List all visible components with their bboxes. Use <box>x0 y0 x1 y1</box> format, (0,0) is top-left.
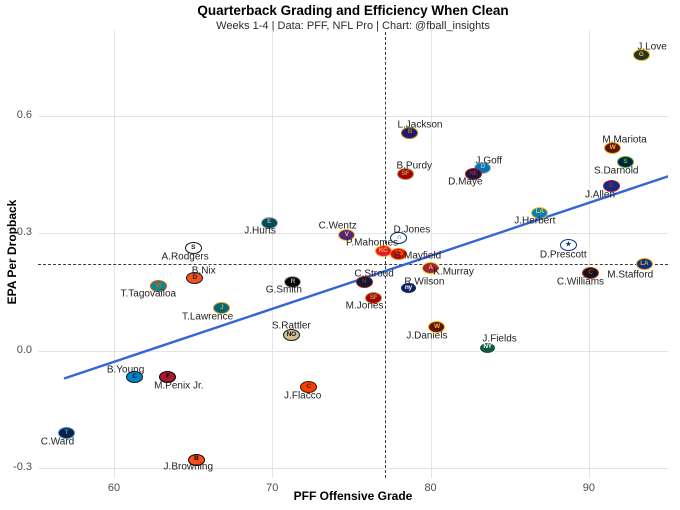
x-tick-label: 60 <box>107 482 121 494</box>
team-logo-nyj: NY <box>479 341 497 354</box>
y-gridline <box>38 350 668 352</box>
qb-label: J.Fields <box>482 333 517 345</box>
qb-label: J.Flacco <box>284 390 322 402</box>
x-tick-label: 80 <box>424 482 437 494</box>
qb-label: R.Wilson <box>404 276 445 288</box>
team-logo-jax: J <box>213 301 231 314</box>
team-logo-was: W <box>428 321 446 334</box>
qb-label: D.Maye <box>448 176 483 188</box>
qb-label: S.Rattler <box>271 320 311 332</box>
team-logo-nyg: ny <box>399 281 417 294</box>
x-gridline <box>113 30 115 478</box>
y-axis-title: EPA Per Dropback <box>5 199 19 305</box>
qb-label: P.Mahomes <box>346 237 399 249</box>
qb-label: T.Tagovailoa <box>120 288 177 300</box>
team-logo-det: D <box>474 161 492 174</box>
qb-label: B.Young <box>106 364 145 376</box>
qb-label: M.Mariota <box>602 134 647 146</box>
team-logo-dal: ★ <box>559 239 577 252</box>
y-tick-label: 0.6 <box>16 109 32 122</box>
x-tick-label: 90 <box>582 482 595 494</box>
qb-label: S.Darnold <box>594 165 639 177</box>
qb-label: L.Jackson <box>397 119 443 130</box>
team-logo-lv: R <box>284 275 302 288</box>
team-logo-tb: TB <box>390 248 408 261</box>
qb-label: J.Hurts <box>244 225 276 236</box>
qb-label: D.Prescott <box>539 249 587 261</box>
team-logo-gb: G <box>632 49 650 62</box>
qb-label: M.Penix Jr. <box>154 380 204 392</box>
qb-label: M.Jones <box>345 300 384 312</box>
y-tick-label: 0.3 <box>16 226 32 239</box>
avg-epa-dashed-line <box>38 263 668 265</box>
y-tick-label: -0.3 <box>13 461 32 474</box>
qb-label: D.Jones <box>393 224 431 236</box>
team-logo-pit: S <box>184 242 202 255</box>
chart-subtitle: Weeks 1-4 | Data: PFF, NFL Pro | Chart: … <box>216 20 490 32</box>
qb-label: T.Lawrence <box>182 311 234 323</box>
team-logo-lar: LA <box>635 257 653 270</box>
team-logo-ten: T <box>57 427 75 439</box>
team-logo-no: NO <box>282 329 300 342</box>
team-logo-sf: SF <box>396 167 414 180</box>
team-logo-cin: B <box>187 453 205 466</box>
x-gridline <box>588 30 590 478</box>
team-logo-bal: B <box>401 126 419 139</box>
team-logo-hou: H <box>355 275 373 288</box>
team-logo-lac: LA <box>531 206 549 219</box>
team-logo-min: V <box>338 229 356 242</box>
team-logo-ari: A <box>422 261 440 274</box>
team-logo-phi: E <box>260 216 278 229</box>
qb-label: K.Murray <box>433 266 474 278</box>
qb-label: C.Wentz <box>318 220 357 232</box>
qb-label: A.Rodgers <box>161 251 209 263</box>
team-logo-car: C <box>126 371 144 384</box>
x-gridline <box>430 30 432 478</box>
team-logo-den: D <box>186 272 204 285</box>
x-axis-title: PFF Offensive Grade <box>293 489 413 503</box>
qb-label: J.Allen <box>584 189 616 201</box>
team-logo-mia: M <box>149 279 167 292</box>
team-logo-ind: ∩ <box>390 232 408 245</box>
y-gridline <box>38 468 668 470</box>
team-logo-buf: B <box>602 180 620 193</box>
team-logo-atl: F <box>159 371 177 384</box>
qb-label: C.Ward <box>40 436 75 448</box>
team-logo-sf: SF <box>365 292 383 305</box>
team-logo-cle: C <box>300 380 318 393</box>
qb-label: G.Smith <box>265 284 302 296</box>
qb-label: B.Nix <box>191 265 216 277</box>
team-logo-ne: NE <box>464 167 482 180</box>
qb-label: B.Purdy <box>396 160 433 172</box>
x-tick-label: 70 <box>266 482 279 494</box>
qb-label: M.Stafford <box>607 269 654 281</box>
qb-label: B.Mayfield <box>394 250 442 262</box>
qb-label: C.Stroud <box>354 268 394 280</box>
team-logo-sea: S <box>616 156 634 169</box>
x-gridline <box>272 30 274 478</box>
qb-label: J.Love <box>637 41 667 53</box>
chart-title: Quarterback Grading and Efficiency When … <box>197 3 509 18</box>
team-logo-was: W <box>604 142 622 155</box>
team-logo-chi: C <box>581 267 599 280</box>
y-gridline <box>38 116 668 118</box>
qb-label: C.Williams <box>556 276 605 288</box>
qb-label: J.Herbert <box>514 215 556 227</box>
qb-label: J.Daniels <box>406 330 448 342</box>
qb-label: J.Browning <box>163 461 214 473</box>
y-tick-label: 0.0 <box>16 343 32 356</box>
qb-label: J.Goff <box>475 155 503 167</box>
